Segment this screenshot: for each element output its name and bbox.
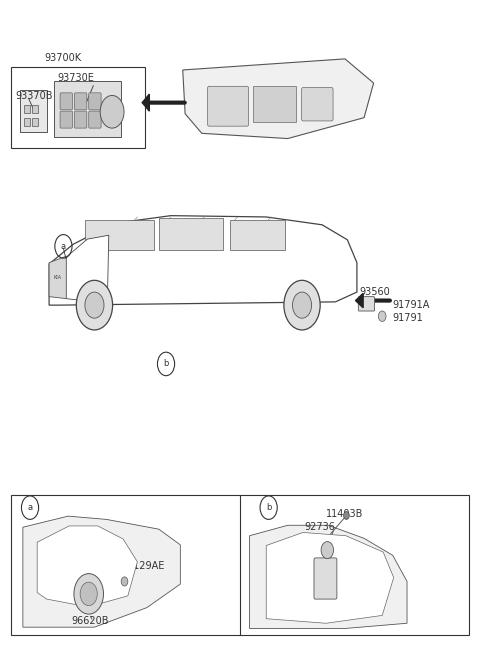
Text: 93880C: 93880C — [295, 535, 332, 545]
FancyBboxPatch shape — [314, 558, 337, 599]
FancyBboxPatch shape — [33, 118, 38, 126]
Text: 1129AE: 1129AE — [128, 562, 165, 571]
Text: a: a — [61, 242, 66, 251]
FancyBboxPatch shape — [301, 88, 333, 121]
Circle shape — [292, 292, 312, 318]
Polygon shape — [85, 220, 154, 250]
Polygon shape — [356, 293, 363, 308]
Circle shape — [344, 512, 349, 520]
Text: b: b — [163, 359, 168, 369]
FancyBboxPatch shape — [24, 118, 30, 126]
Circle shape — [321, 542, 334, 559]
Polygon shape — [37, 526, 137, 607]
FancyBboxPatch shape — [359, 297, 374, 311]
Text: KIA: KIA — [54, 275, 62, 279]
FancyBboxPatch shape — [253, 87, 296, 122]
Polygon shape — [66, 236, 109, 303]
Circle shape — [100, 96, 124, 128]
Text: 91791: 91791 — [393, 313, 423, 323]
FancyBboxPatch shape — [33, 105, 38, 113]
Text: 92736: 92736 — [304, 522, 336, 532]
FancyBboxPatch shape — [207, 87, 249, 126]
Circle shape — [80, 582, 97, 605]
FancyBboxPatch shape — [60, 93, 72, 110]
Polygon shape — [49, 216, 357, 305]
Circle shape — [378, 311, 386, 321]
Text: 96620B: 96620B — [71, 615, 108, 626]
FancyBboxPatch shape — [89, 111, 101, 128]
Polygon shape — [230, 220, 285, 250]
Text: 93370B: 93370B — [16, 91, 53, 101]
Polygon shape — [250, 525, 407, 628]
Polygon shape — [23, 516, 180, 627]
Text: 93700K: 93700K — [45, 53, 82, 64]
Text: 93730E: 93730E — [57, 73, 94, 83]
Circle shape — [76, 280, 113, 330]
Text: 93560: 93560 — [360, 287, 390, 297]
Polygon shape — [266, 533, 394, 623]
FancyBboxPatch shape — [89, 93, 101, 110]
Circle shape — [121, 577, 128, 586]
FancyBboxPatch shape — [74, 93, 87, 110]
FancyBboxPatch shape — [21, 90, 47, 132]
FancyBboxPatch shape — [74, 111, 87, 128]
Polygon shape — [159, 218, 223, 250]
Polygon shape — [183, 59, 373, 138]
FancyBboxPatch shape — [11, 67, 144, 148]
FancyBboxPatch shape — [54, 81, 120, 136]
Text: b: b — [266, 503, 271, 512]
Polygon shape — [49, 256, 66, 298]
FancyBboxPatch shape — [24, 105, 30, 113]
Circle shape — [284, 280, 320, 330]
Circle shape — [74, 573, 104, 614]
Text: a: a — [27, 503, 33, 512]
FancyBboxPatch shape — [60, 111, 72, 128]
Text: 91791A: 91791A — [393, 300, 430, 310]
FancyBboxPatch shape — [11, 495, 469, 635]
Text: 11403B: 11403B — [326, 509, 363, 519]
Circle shape — [85, 292, 104, 318]
Polygon shape — [142, 94, 149, 111]
